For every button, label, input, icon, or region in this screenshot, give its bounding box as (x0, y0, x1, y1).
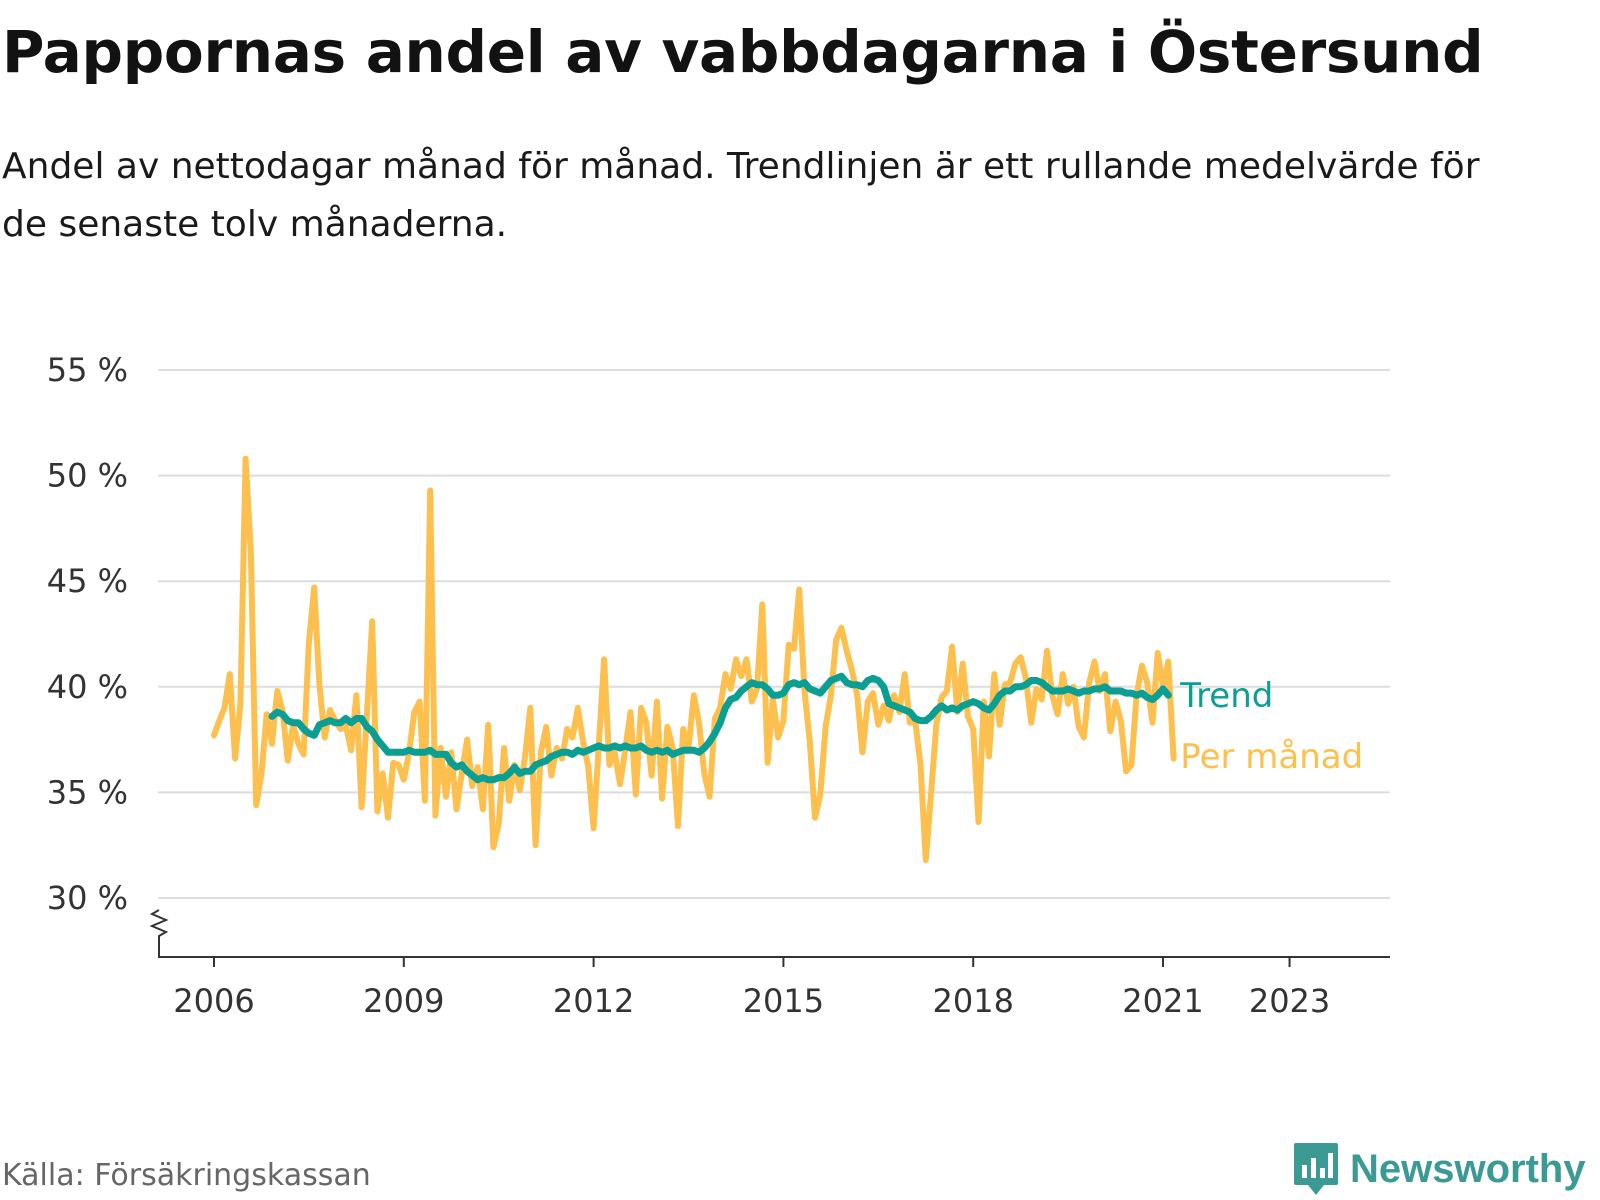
monthly-series-line (211, 455, 1177, 863)
x-axis-ticks: 2006 2009 2012 2015 2018 2021 2023 (173, 957, 1330, 1020)
line-chart: 30 % 35 % 40 % 45 % 50 % 55 % 2006 2009 2012 201… (47, 351, 1390, 1020)
y-tick-label: 30 % (47, 879, 128, 917)
x-tick-label: 2018 (932, 982, 1013, 1020)
y-tick-label: 45 % (47, 562, 128, 600)
source-note: Källa: Försäkringskassan (2, 1158, 371, 1193)
y-axis-break-icon (149, 909, 169, 957)
x-tick-label: 2009 (363, 982, 444, 1020)
x-tick-label: 2023 (1249, 982, 1330, 1020)
trend-series-line (268, 672, 1172, 784)
trend-end-label: Trend (1179, 676, 1273, 716)
brand-name: Newsworthy (1350, 1146, 1586, 1191)
y-tick-label: 55 % (47, 351, 128, 389)
y-tick-label: 35 % (47, 773, 128, 811)
brand-logo[interactable]: Newsworthy (1292, 1140, 1586, 1198)
series-layer (211, 455, 1177, 863)
chart-subtitle: Andel av nettodagar månad för månad. Tre… (2, 146, 1480, 245)
x-tick-label: 2006 (173, 982, 254, 1020)
x-tick-label: 2021 (1122, 982, 1203, 1020)
y-tick-label: 50 % (47, 457, 128, 495)
chart-title: Pappornas andel av vabbdagarna i Östersu… (2, 18, 1484, 86)
gridlines (158, 369, 1390, 899)
y-axis-ticks: 30 % 35 % 40 % 45 % 50 % 55 % (47, 351, 128, 917)
y-tick-label: 40 % (47, 668, 128, 706)
monthly-end-label: Per månad (1180, 737, 1363, 777)
x-tick-label: 2015 (743, 982, 824, 1020)
newsworthy-icon (1294, 1143, 1338, 1195)
series-end-labels: Trend Per månad (1179, 676, 1363, 777)
x-tick-label: 2012 (553, 982, 634, 1020)
